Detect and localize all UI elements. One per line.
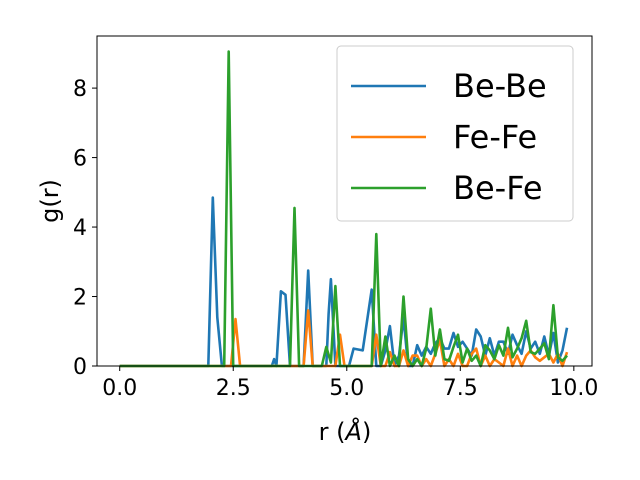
x-tick-label: 0.0 [102, 376, 137, 401]
x-axis-label-end: ) [362, 418, 371, 446]
y-axis-label: g(r) [36, 179, 64, 223]
y-tick-label: 8 [73, 77, 87, 102]
series-line-be-fe [119, 50, 568, 368]
x-tick-label: 5.0 [329, 376, 364, 401]
series-line-fe-fe [119, 309, 569, 368]
legend-label-be-be: Be-Be [453, 67, 547, 105]
x-axis-label: r (Å) [319, 417, 372, 446]
y-tick-label: 2 [73, 286, 87, 311]
x-axis-label-main: r ( [319, 418, 346, 446]
y-tick-label: 4 [73, 216, 87, 241]
legend: Be-Be Fe-Fe Be-Fe [336, 45, 574, 222]
plot-frame [96, 35, 593, 367]
x-axis-label-unit: Å [344, 417, 362, 446]
legend-label-fe-fe: Fe-Fe [453, 118, 537, 156]
legend-label-be-fe: Be-Fe [453, 169, 543, 207]
x-tick-label: 2.5 [216, 376, 251, 401]
x-tick-label: 7.5 [443, 376, 478, 401]
y-tick-label: 0 [73, 355, 87, 380]
axes-layer: 0.0 2.5 5.0 7.5 10.0 0 2 4 6 8 [73, 35, 598, 401]
legend-box [336, 45, 574, 222]
x-tick-label: 10.0 [549, 376, 598, 401]
y-tick-label: 6 [73, 147, 87, 172]
